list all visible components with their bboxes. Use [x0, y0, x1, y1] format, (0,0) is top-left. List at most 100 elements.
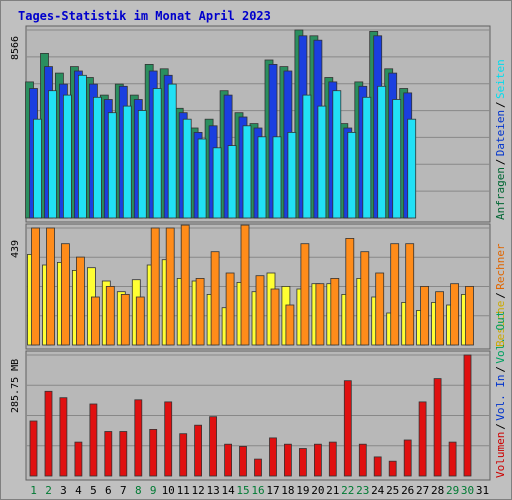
series-rechner — [31, 224, 474, 346]
bar — [240, 224, 250, 346]
bar — [300, 243, 310, 346]
bar — [465, 285, 474, 346]
axis-label-vol-out: Vol. Out — [494, 311, 507, 364]
bar — [285, 304, 295, 346]
bar — [358, 443, 367, 477]
x-tick-label: 19 — [296, 484, 309, 497]
bar — [152, 88, 162, 219]
axis-label-anfragen: Anfragen — [494, 167, 507, 220]
bar — [59, 397, 68, 477]
bar — [362, 96, 372, 219]
bar — [104, 431, 113, 477]
x-tick-label: 11 — [177, 484, 190, 497]
bar — [78, 74, 87, 219]
bar — [345, 237, 355, 346]
bar — [224, 443, 233, 477]
bar — [209, 416, 218, 477]
bar — [33, 118, 42, 219]
bar — [433, 378, 442, 477]
x-tick-label: 21 — [326, 484, 339, 497]
axis-label-vol-in: Vol. In — [494, 374, 507, 420]
x-tick-label: 6 — [105, 484, 112, 497]
x-tick-label: 23 — [356, 484, 369, 497]
x-tick-label: 26 — [401, 484, 414, 497]
bar — [405, 243, 415, 346]
bar — [330, 277, 340, 346]
bar — [242, 125, 252, 219]
bar — [197, 138, 207, 219]
axis-label-besuche: Besuche — [494, 301, 507, 347]
x-tick-label: 5 — [90, 484, 97, 497]
bar — [283, 443, 292, 477]
bar — [375, 272, 385, 346]
x-tick-label: 3 — [60, 484, 67, 497]
bar — [89, 403, 98, 477]
bar — [317, 105, 327, 219]
x-tick-label: 12 — [191, 484, 204, 497]
bar — [302, 94, 312, 219]
bar — [150, 227, 160, 346]
bar — [407, 118, 417, 219]
axis-label-separator: / — [494, 292, 507, 299]
x-tick-label: 1 — [30, 484, 37, 497]
bar — [239, 445, 247, 477]
series-volumen — [29, 354, 472, 477]
x-tick-label: 25 — [386, 484, 399, 497]
bar — [373, 456, 382, 477]
x-tick-label: 18 — [281, 484, 294, 497]
x-tick-label: 7 — [120, 484, 127, 497]
bar — [332, 90, 342, 219]
bar — [48, 90, 57, 219]
bar — [269, 437, 277, 477]
bar — [179, 433, 188, 477]
bar — [165, 227, 175, 346]
bar — [180, 224, 190, 346]
bar — [149, 428, 158, 477]
x-tick-label: 15 — [236, 484, 249, 497]
axis-label-dateien: Dateien — [494, 110, 507, 156]
bar — [225, 272, 235, 346]
x-tick-label: 13 — [206, 484, 219, 497]
axis-label-separator: / — [494, 159, 507, 166]
bar — [194, 424, 203, 477]
bar — [210, 251, 220, 346]
bar — [463, 354, 472, 477]
bar — [63, 94, 72, 219]
right-axis-labels-volume: Volumen/Vol. In/Vol. Out — [494, 311, 507, 478]
bar — [227, 145, 237, 219]
bar — [46, 227, 55, 346]
bar — [135, 296, 145, 346]
bar — [403, 439, 412, 477]
bar — [450, 283, 460, 346]
chart-panels: 8566Anfragen/Dateien/Seiten439Besuche/Re… — [10, 25, 507, 481]
bar — [120, 293, 130, 346]
bar — [31, 227, 40, 346]
bar — [448, 441, 457, 477]
axis-label-separator: / — [494, 423, 507, 430]
chart-title: Tages-Statistik im Monat April 2023 — [18, 9, 271, 23]
right-axis-labels-requests: Anfragen/Dateien/Seiten — [494, 59, 507, 220]
axis-label-separator: / — [494, 366, 507, 373]
x-tick-label: 24 — [371, 484, 385, 497]
bar — [164, 401, 173, 477]
bar — [272, 136, 282, 219]
bar — [390, 243, 400, 346]
bar — [105, 285, 115, 346]
bar — [122, 105, 132, 219]
bar — [388, 460, 397, 477]
bar — [257, 136, 267, 219]
bar — [134, 399, 143, 477]
x-tick-label: 4 — [75, 484, 82, 497]
bar — [392, 99, 402, 219]
bar — [287, 131, 297, 219]
bar — [255, 275, 265, 346]
y-max-label-visits: 439 — [10, 240, 21, 258]
x-tick-label: 14 — [221, 484, 235, 497]
bar — [137, 110, 147, 219]
bar — [347, 131, 357, 219]
bar — [76, 256, 85, 346]
x-tick-label: 30 — [461, 484, 474, 497]
bar — [313, 443, 322, 477]
